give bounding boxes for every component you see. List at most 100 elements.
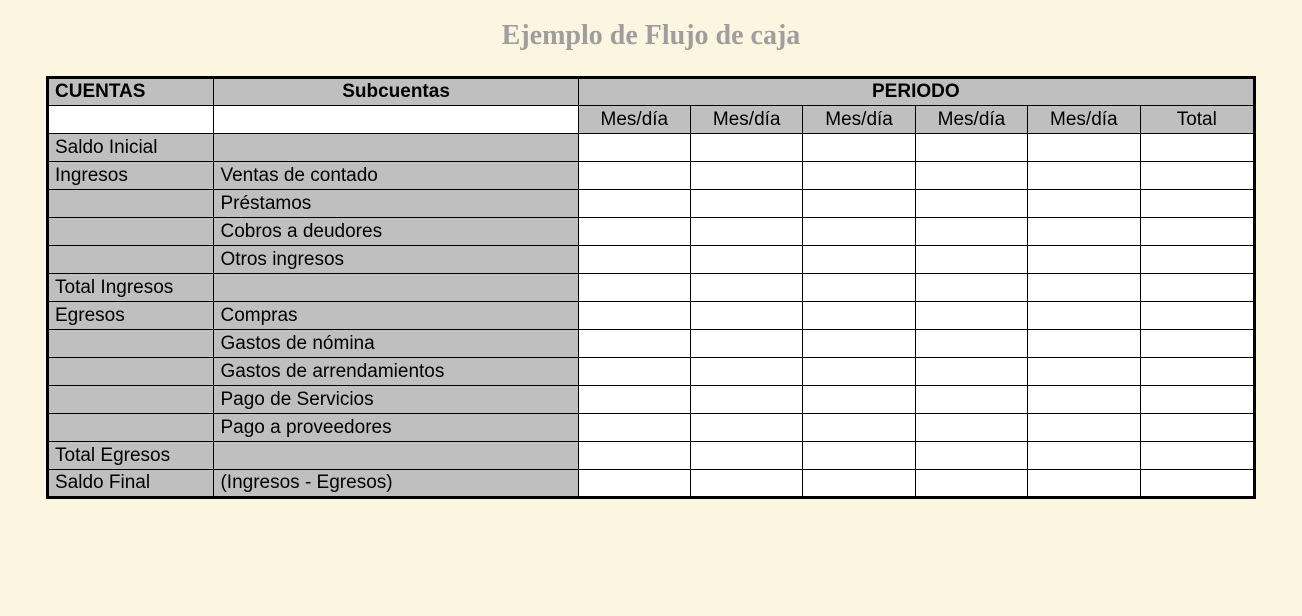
- cell-subcuenta: Préstamos: [214, 190, 578, 218]
- page-title: Ejemplo de Flujo de caja: [0, 20, 1302, 52]
- cell-value: [578, 414, 690, 442]
- cell-value: [1140, 218, 1254, 246]
- cell-value: [1028, 190, 1140, 218]
- table-row: Gastos de arrendamientos: [48, 358, 1255, 386]
- cell-value: [691, 246, 803, 274]
- cell-value: [691, 386, 803, 414]
- cell-value: [578, 162, 690, 190]
- cell-cuenta: Ingresos: [48, 162, 214, 190]
- cell-subcuenta: Compras: [214, 302, 578, 330]
- cell-value: [578, 358, 690, 386]
- cashflow-table: CUENTAS Subcuentas PERIODO Mes/día Mes/d…: [46, 76, 1256, 499]
- cell-subcuenta: [214, 274, 578, 302]
- cell-value: [803, 134, 915, 162]
- cell-cuenta: [48, 218, 214, 246]
- table-row: Gastos de nómina: [48, 330, 1255, 358]
- cell-value: [803, 442, 915, 470]
- cell-value: [1028, 134, 1140, 162]
- period-col-5: Total: [1140, 106, 1254, 134]
- cell-cuenta: Saldo Final: [48, 470, 214, 498]
- cell-subcuenta: Otros ingresos: [214, 246, 578, 274]
- cell-value: [691, 218, 803, 246]
- period-col-0: Mes/día: [578, 106, 690, 134]
- cell-value: [915, 162, 1027, 190]
- cell-value: [691, 162, 803, 190]
- cell-value: [578, 246, 690, 274]
- cell-cuenta: [48, 190, 214, 218]
- header-periodo: PERIODO: [578, 78, 1254, 106]
- cell-subcuenta: (Ingresos - Egresos): [214, 470, 578, 498]
- cell-value: [1140, 358, 1254, 386]
- cell-value: [915, 190, 1027, 218]
- cell-value: [803, 330, 915, 358]
- cell-value: [691, 302, 803, 330]
- cell-cuenta: [48, 330, 214, 358]
- cell-value: [1140, 246, 1254, 274]
- cell-value: [691, 442, 803, 470]
- cell-subcuenta: Pago de Servicios: [214, 386, 578, 414]
- table-row: Total Ingresos: [48, 274, 1255, 302]
- cell-value: [915, 442, 1027, 470]
- cell-value: [1140, 386, 1254, 414]
- cell-value: [803, 358, 915, 386]
- cell-value: [1140, 470, 1254, 498]
- cell-cuenta: Saldo Inicial: [48, 134, 214, 162]
- cell-value: [1028, 386, 1140, 414]
- header-spacer-cuentas: [48, 106, 214, 134]
- cell-value: [1140, 302, 1254, 330]
- header-cuentas: CUENTAS: [48, 78, 214, 106]
- cell-value: [803, 274, 915, 302]
- cell-value: [1140, 134, 1254, 162]
- cell-value: [691, 190, 803, 218]
- cell-value: [691, 330, 803, 358]
- cell-value: [691, 358, 803, 386]
- cell-cuenta: [48, 414, 214, 442]
- cell-value: [1140, 162, 1254, 190]
- table-body: Saldo InicialIngresosVentas de contadoPr…: [48, 134, 1255, 498]
- table-row: Cobros a deudores: [48, 218, 1255, 246]
- cell-cuenta: [48, 246, 214, 274]
- cell-value: [1028, 358, 1140, 386]
- cell-cuenta: [48, 358, 214, 386]
- cell-value: [1028, 470, 1140, 498]
- cell-value: [578, 386, 690, 414]
- cell-value: [1028, 442, 1140, 470]
- table-row: Pago a proveedores: [48, 414, 1255, 442]
- table-row: IngresosVentas de contado: [48, 162, 1255, 190]
- cell-value: [915, 470, 1027, 498]
- cell-value: [578, 218, 690, 246]
- cell-value: [915, 386, 1027, 414]
- cell-value: [578, 442, 690, 470]
- cell-value: [803, 162, 915, 190]
- cell-value: [803, 386, 915, 414]
- table-head: CUENTAS Subcuentas PERIODO Mes/día Mes/d…: [48, 78, 1255, 134]
- cell-value: [1028, 218, 1140, 246]
- cell-value: [1140, 414, 1254, 442]
- cell-subcuenta: Cobros a deudores: [214, 218, 578, 246]
- period-col-3: Mes/día: [915, 106, 1027, 134]
- cell-value: [1140, 442, 1254, 470]
- cell-value: [915, 218, 1027, 246]
- cell-subcuenta: [214, 442, 578, 470]
- table-row: Otros ingresos: [48, 246, 1255, 274]
- cell-value: [1028, 330, 1140, 358]
- table-row: Saldo Inicial: [48, 134, 1255, 162]
- table-row: Pago de Servicios: [48, 386, 1255, 414]
- cell-cuenta: Total Ingresos: [48, 274, 214, 302]
- cell-value: [578, 302, 690, 330]
- cell-value: [578, 470, 690, 498]
- cell-cuenta: [48, 386, 214, 414]
- cell-subcuenta: Ventas de contado: [214, 162, 578, 190]
- period-col-4: Mes/día: [1028, 106, 1140, 134]
- cell-value: [578, 330, 690, 358]
- cell-value: [578, 274, 690, 302]
- cell-subcuenta: Gastos de arrendamientos: [214, 358, 578, 386]
- cell-cuenta: Egresos: [48, 302, 214, 330]
- table-row: Préstamos: [48, 190, 1255, 218]
- cell-value: [1028, 274, 1140, 302]
- table-row: EgresosCompras: [48, 302, 1255, 330]
- cell-subcuenta: Pago a proveedores: [214, 414, 578, 442]
- cell-value: [1028, 414, 1140, 442]
- cell-value: [1140, 274, 1254, 302]
- table-row: Saldo Final(Ingresos - Egresos): [48, 470, 1255, 498]
